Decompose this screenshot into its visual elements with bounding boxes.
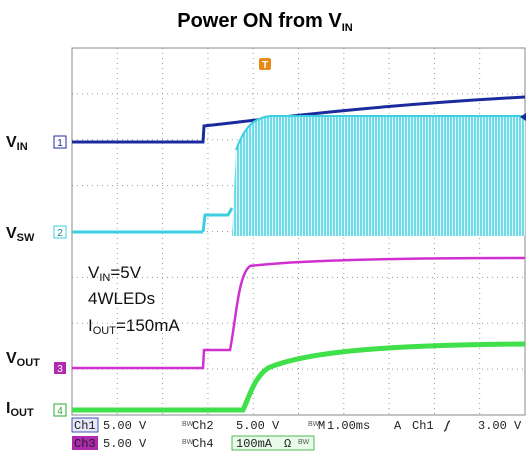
trace-vsw-step — [201, 207, 234, 233]
status-text: Ch4 — [192, 437, 214, 451]
status-text: 5.00 V — [103, 437, 147, 451]
channel-label: IOUT — [6, 400, 34, 419]
channel-marker — [54, 362, 66, 374]
status-cell — [231, 435, 315, 451]
status-text: Ch2 — [192, 419, 214, 433]
status-text: 3.00 V — [478, 419, 522, 433]
channel-label: VOUT — [6, 350, 40, 369]
annotation: IOUT=150mA — [88, 316, 180, 337]
status-text: Ch3 — [74, 437, 96, 451]
trace-vsw-envelope — [235, 115, 525, 151]
channel-marker — [53, 403, 67, 417]
status-text: BW — [182, 439, 194, 446]
channel-marker — [53, 225, 67, 239]
status-text: Ω — [284, 437, 291, 451]
annotation: VIN=5V — [88, 263, 142, 284]
status-text: 5.00 V — [236, 419, 280, 433]
status-cell — [72, 436, 98, 450]
trace-vin — [72, 95, 526, 144]
status-cell — [71, 417, 99, 433]
status-text: 100mA — [236, 437, 273, 451]
trigger-label: T — [262, 60, 268, 71]
status-text: BW — [182, 421, 194, 428]
trace-iout — [72, 341, 526, 413]
title: Power ON from VIN — [177, 10, 353, 34]
channel-label: VSW — [6, 225, 35, 244]
slope-icon — [443, 420, 451, 432]
status-text: 1.00ms — [327, 419, 370, 433]
status-text: Ch1 — [412, 419, 434, 433]
status-text: 5.00 V — [103, 419, 147, 433]
status-text: M — [318, 419, 325, 433]
status-text: BW — [308, 421, 320, 428]
channel-label: VIN — [6, 134, 28, 153]
trace-vout — [72, 256, 526, 370]
channel-marker — [53, 135, 67, 149]
status-text: BW — [298, 439, 310, 446]
status-text: A — [394, 419, 402, 433]
trace-vsw-switching — [232, 116, 525, 236]
channel-marker-label: 4 — [57, 406, 63, 417]
status-text: Ch1 — [74, 419, 96, 433]
channel-marker-label: 3 — [57, 364, 63, 375]
trigger-marker — [259, 58, 271, 70]
marker-arrow — [520, 113, 526, 121]
channel-marker-label: 2 — [57, 228, 63, 239]
channel-marker-label: 1 — [57, 138, 63, 149]
annotation: 4WLEDs — [88, 289, 155, 308]
